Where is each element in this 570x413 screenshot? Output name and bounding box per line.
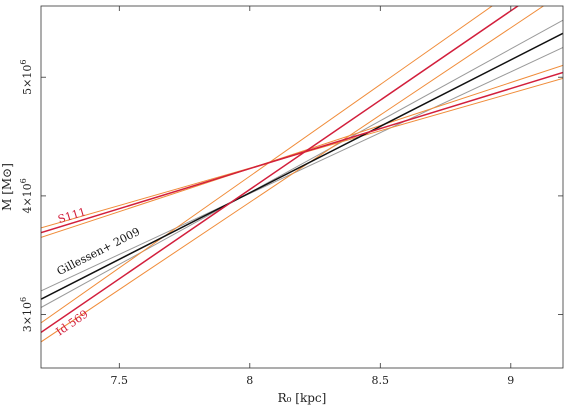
series-line-1 xyxy=(41,47,563,292)
y-tick-label-0: 3×106 xyxy=(19,297,34,332)
x-tick-label-1: 8 xyxy=(246,374,253,387)
y-tick-label-2: 5×106 xyxy=(19,60,34,95)
series-line-3 xyxy=(41,71,563,234)
y-axis-label: M [M⊙] xyxy=(0,163,14,211)
x-tick-label-0: 7.5 xyxy=(111,374,129,387)
series-line-2 xyxy=(41,19,563,308)
series-line-0 xyxy=(41,32,563,300)
series-line-8 xyxy=(41,6,545,343)
series-line-7 xyxy=(41,6,493,324)
series-label-2: Id 569 xyxy=(54,307,91,338)
y-tick-label-1: 4×106 xyxy=(19,178,34,213)
series-layer xyxy=(41,6,563,343)
tick-layer: 7.5 8 8.5 9 3×106 4×106 5×106 xyxy=(19,6,563,387)
x-tick-label-2: 8.5 xyxy=(372,374,390,387)
x-tick-label-3: 9 xyxy=(507,374,514,387)
plot-frame xyxy=(40,5,564,369)
x-axis-label: R₀ [kpc] xyxy=(278,391,327,405)
series-line-5 xyxy=(41,64,563,238)
series-line-6 xyxy=(41,6,520,334)
